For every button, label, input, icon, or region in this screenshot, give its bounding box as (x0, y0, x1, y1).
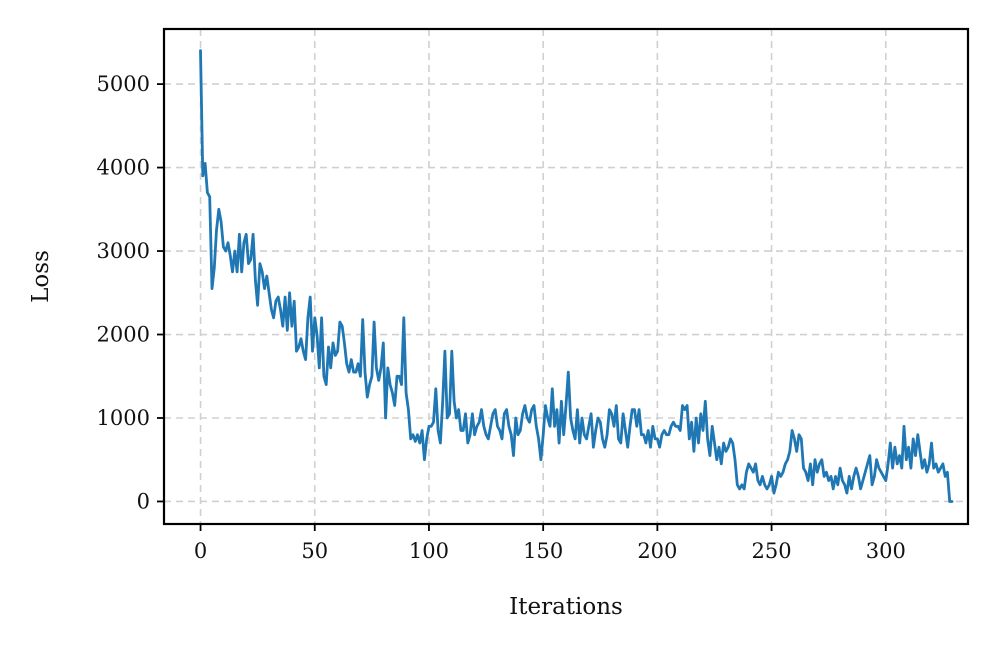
axis-ticks (157, 83, 887, 531)
y-tick-label: 2000 (97, 323, 150, 347)
y-axis-title: Loss (28, 250, 54, 303)
y-tick-label: 5000 (97, 72, 150, 96)
x-tick-label: 250 (752, 539, 792, 563)
x-tick-label: 50 (301, 539, 328, 563)
plot-frame (162, 27, 970, 526)
y-tick-label: 3000 (97, 239, 150, 263)
y-tick-label: 0 (137, 489, 150, 513)
y-tick-label: 4000 (97, 156, 150, 180)
x-tick-label: 0 (194, 539, 207, 563)
y-tick-label: 1000 (97, 406, 150, 430)
x-axis-title: Iterations (509, 594, 623, 620)
x-tick-label: 300 (866, 539, 906, 563)
x-tick-label: 200 (637, 539, 677, 563)
loss-series-line (199, 49, 954, 503)
x-tick-label: 150 (523, 539, 563, 563)
x-tick-label: 100 (409, 539, 449, 563)
grid-lines (164, 29, 968, 524)
